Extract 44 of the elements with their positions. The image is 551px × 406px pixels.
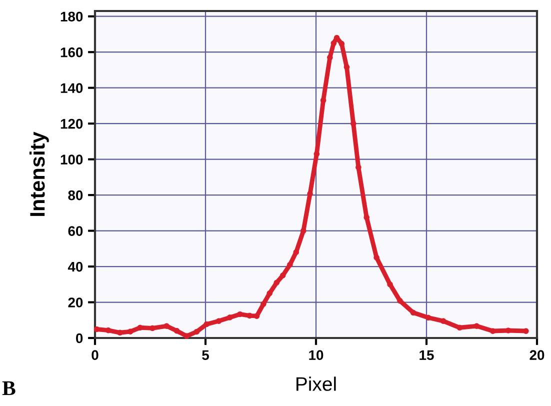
point bbox=[314, 151, 320, 157]
text: B bbox=[2, 381, 16, 396]
x-axis-title: Pixel bbox=[296, 376, 336, 391]
y-tick-label: 120 bbox=[60, 118, 83, 129]
point bbox=[117, 330, 123, 336]
point bbox=[293, 249, 300, 256]
point bbox=[150, 325, 156, 332]
point bbox=[184, 333, 190, 339]
point bbox=[374, 254, 380, 261]
x-tick-label: 15 bbox=[420, 350, 434, 360]
point bbox=[237, 311, 243, 318]
point bbox=[287, 262, 293, 268]
y-tick-label: 80 bbox=[68, 190, 83, 200]
point bbox=[327, 54, 333, 60]
point bbox=[410, 310, 416, 316]
y-tick-label: 60 bbox=[68, 226, 83, 236]
point bbox=[330, 40, 337, 46]
point bbox=[174, 328, 180, 334]
y-tick-label: 20 bbox=[68, 298, 83, 308]
x-tick-label: 20 bbox=[530, 350, 544, 360]
point bbox=[274, 280, 280, 286]
point bbox=[266, 290, 273, 296]
point bbox=[387, 281, 393, 288]
y-tick-label: 140 bbox=[60, 83, 83, 94]
point bbox=[260, 301, 266, 307]
y-tick-label: 0 bbox=[76, 333, 83, 344]
y-tick-label: 180 bbox=[60, 12, 83, 22]
y-axis-title: Intensity bbox=[29, 132, 49, 216]
point bbox=[164, 323, 170, 329]
point bbox=[216, 318, 222, 324]
point bbox=[440, 318, 446, 324]
y-tick-label: 160 bbox=[60, 47, 83, 58]
x-tick-label: 10 bbox=[309, 350, 324, 360]
x-tick-label: 5 bbox=[202, 350, 209, 360]
point bbox=[280, 272, 286, 278]
y-tick-label: 40 bbox=[68, 262, 83, 272]
point bbox=[204, 321, 210, 328]
point bbox=[523, 328, 529, 334]
point bbox=[350, 120, 356, 126]
point bbox=[194, 328, 200, 335]
point bbox=[397, 298, 403, 304]
x-tick-label: 0 bbox=[92, 350, 98, 360]
y-tick-label: 100 bbox=[60, 154, 83, 164]
point bbox=[226, 314, 233, 320]
